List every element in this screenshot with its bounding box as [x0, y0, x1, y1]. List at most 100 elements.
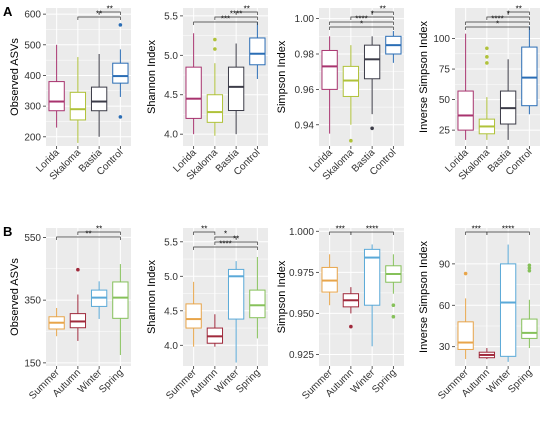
y-tick-label: 0.98 — [295, 50, 315, 61]
box — [457, 90, 474, 131]
significance-bracket — [350, 231, 394, 235]
significance-label: *** — [221, 15, 230, 24]
y-tick-label: 5.5 — [164, 237, 178, 248]
y-tick-label: 4.0 — [164, 130, 178, 141]
y-tick-label: 0.96 — [295, 85, 315, 96]
significance-label: *** — [336, 225, 345, 234]
outlier-point — [485, 46, 489, 51]
significance-label: * — [371, 10, 374, 19]
significance-label: **** — [366, 225, 378, 234]
significance-bracket — [350, 16, 394, 20]
y-axis-label: Simpson Index — [276, 260, 288, 333]
significance-bracket — [465, 26, 530, 30]
box — [227, 268, 245, 320]
y-tick-label: 5.5 — [164, 11, 178, 22]
box — [499, 263, 517, 357]
y-tick-label: 75 — [439, 65, 451, 76]
y-tick-label: 0.975 — [289, 268, 314, 279]
row-label-a: A — [3, 4, 13, 19]
significance-label: **** — [502, 225, 514, 234]
box — [457, 321, 474, 350]
outlier-point — [349, 138, 353, 143]
outlier-point — [213, 47, 217, 51]
significance-label: ** — [85, 230, 91, 239]
significance-label: ** — [96, 225, 102, 234]
y-tick-label: 0.950 — [289, 309, 314, 320]
y-tick-label: 550 — [24, 233, 41, 244]
box — [185, 303, 202, 329]
significance-bracket — [329, 21, 394, 25]
significance-label: ** — [516, 5, 522, 14]
y-tick-label: 0.94 — [295, 120, 315, 131]
y-tick-label: 150 — [24, 358, 41, 369]
y-tick-label: 0.925 — [289, 350, 314, 361]
outlier-point — [391, 303, 396, 308]
significance-bracket — [77, 231, 121, 235]
box — [90, 86, 108, 112]
outlier-point — [463, 271, 468, 276]
significance-label: ** — [380, 5, 386, 14]
y-tick-label: 300 — [24, 102, 41, 113]
y-tick-label: 5.0 — [164, 51, 178, 62]
y-axis-label: Simpson Index — [276, 40, 288, 113]
box — [112, 62, 129, 84]
significance-label: ** — [233, 235, 239, 244]
x-tick-label: Spring — [506, 367, 534, 395]
significance-label: * — [360, 20, 363, 29]
box — [321, 49, 338, 90]
y-tick-label: 4.5 — [164, 90, 178, 101]
significance-label: ** — [96, 10, 102, 19]
significance-label: ** — [107, 5, 113, 14]
box — [48, 81, 65, 112]
box — [112, 281, 129, 319]
outlier-point — [213, 37, 217, 42]
y-tick-label: 1.000 — [289, 227, 314, 238]
significance-bracket — [193, 231, 216, 235]
y-axis-label: Shannon Index — [146, 259, 158, 334]
box — [521, 318, 538, 339]
box — [363, 44, 381, 80]
box — [227, 66, 245, 112]
outlier-point — [485, 61, 489, 65]
significance-label: ** — [244, 5, 250, 14]
y-axis-label: Observed ASVs — [9, 258, 21, 336]
y-axis-label: Shannon Index — [146, 39, 158, 114]
box — [185, 66, 202, 119]
y-tick-label: 350 — [24, 296, 41, 307]
box — [69, 91, 87, 121]
box — [249, 37, 266, 66]
significance-label: **** — [491, 15, 503, 24]
outlier-point — [370, 126, 374, 131]
significance-bracket — [507, 11, 530, 15]
significance-label: **** — [230, 10, 242, 19]
outlier-point — [349, 324, 353, 329]
x-tick-label: Spring — [234, 367, 262, 395]
significance-label: **** — [219, 240, 231, 249]
outlier-point — [118, 115, 123, 119]
y-tick-label: 500 — [24, 40, 41, 51]
y-tick-label: 4.0 — [164, 341, 178, 352]
y-tick-label: 600 — [24, 10, 41, 21]
row-label-b: B — [3, 224, 13, 239]
box — [249, 289, 266, 319]
panel-background — [319, 228, 404, 366]
outlier-point — [527, 268, 532, 273]
significance-bracket — [77, 16, 121, 20]
x-tick-label: Spring — [97, 367, 125, 395]
outlier-point — [118, 23, 123, 27]
significance-bracket — [56, 236, 121, 240]
x-tick-label: Spring — [370, 367, 398, 395]
box — [363, 248, 381, 306]
outlier-point — [527, 263, 532, 268]
y-axis-label: Observed ASVs — [9, 38, 21, 116]
significance-bracket — [371, 11, 394, 15]
